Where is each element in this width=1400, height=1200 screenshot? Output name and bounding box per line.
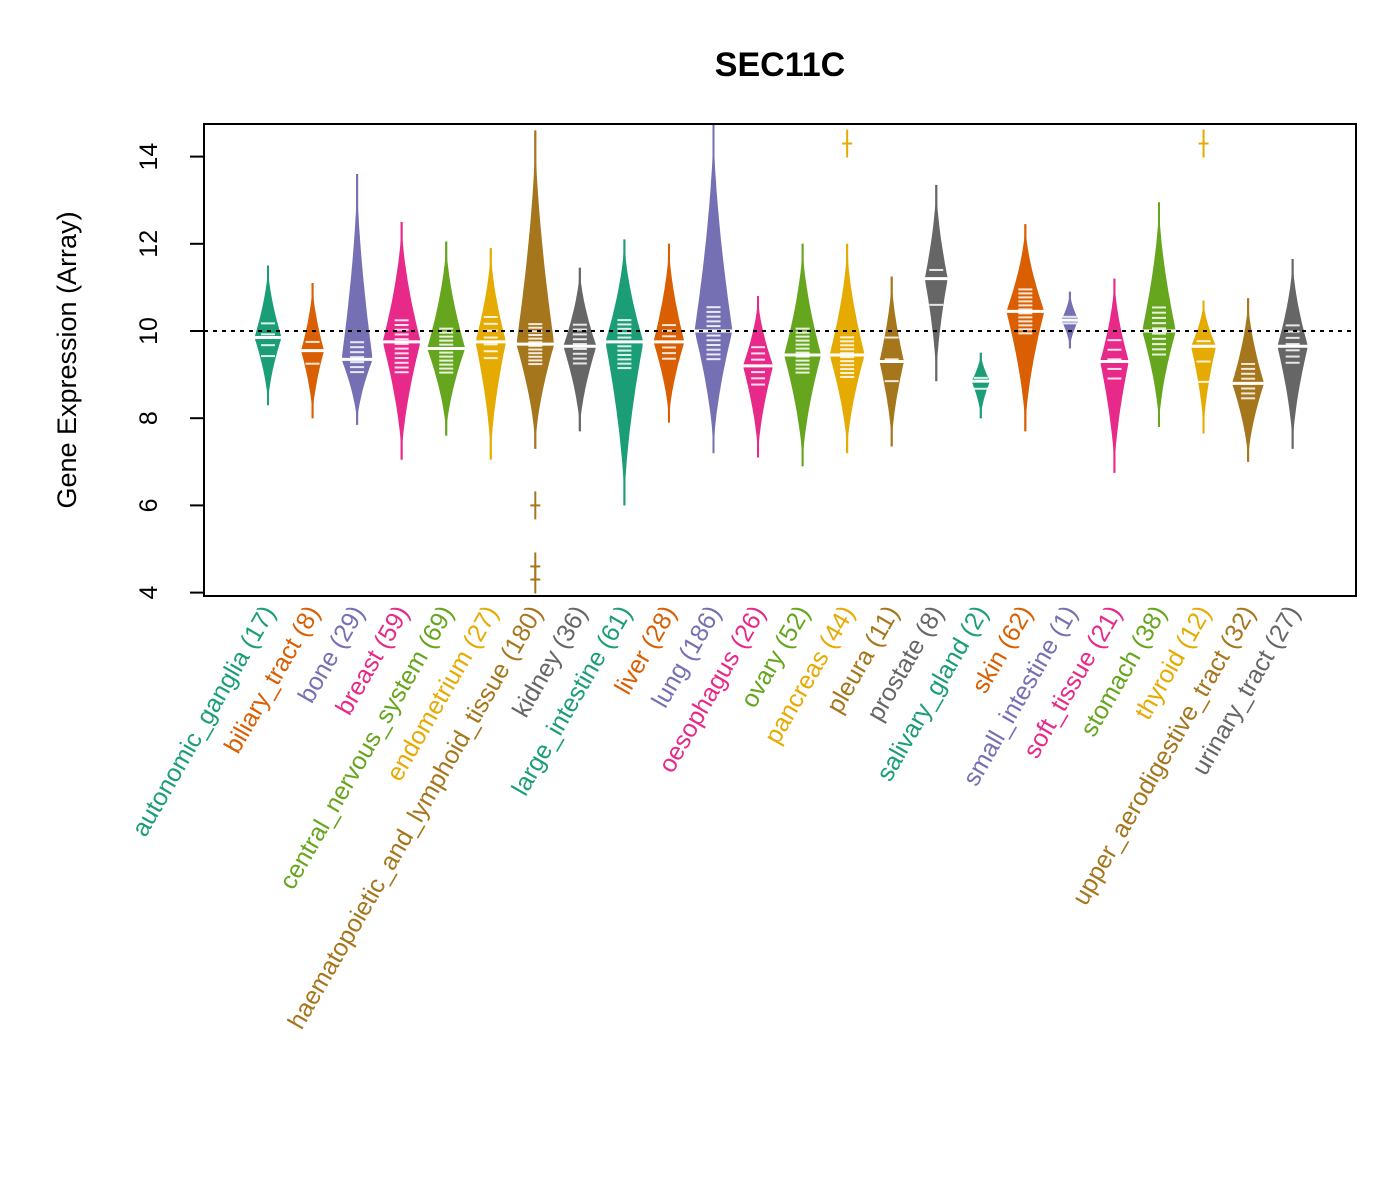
plot-frame (203, 123, 1357, 597)
y-tick-label: 14 (135, 143, 163, 171)
violin-body (342, 174, 373, 425)
violin-body (694, 123, 733, 454)
violin-body (1277, 259, 1308, 449)
violin-stomach (1142, 202, 1176, 427)
violin-autonomic-ganglia (254, 265, 282, 406)
violin-thyroid (1191, 129, 1217, 434)
violin-body (475, 248, 506, 460)
violin-biliary-tract (301, 283, 325, 419)
chart-title: SEC11C (715, 46, 845, 84)
y-axis-label: Gene Expression (Array) (52, 211, 82, 508)
violin-bone (341, 174, 373, 425)
violin-body (516, 130, 554, 449)
violin-haematopoietic-and-lymphoid-tissue (516, 130, 555, 594)
y-tick-label: 12 (135, 230, 163, 258)
violin-body (971, 352, 990, 419)
violin-body (606, 239, 643, 506)
violins-group (254, 123, 1308, 594)
violin-oesophagus (742, 296, 774, 458)
violin-skin (1006, 224, 1045, 432)
y-tick-label: 8 (135, 411, 163, 425)
violin-small-intestine (1061, 291, 1079, 349)
violin-breast (382, 222, 421, 460)
violin-soft-tissue (1100, 278, 1129, 473)
violin-liver (653, 243, 685, 423)
violin-upper-aerodigestive-tract (1232, 298, 1265, 462)
violin-urinary-tract (1277, 259, 1308, 449)
violin-pancreas (829, 129, 865, 454)
violin-body (254, 265, 282, 406)
violin-body (1142, 202, 1176, 427)
violin-body (924, 184, 948, 382)
violin-body (427, 241, 466, 436)
violin-body (653, 243, 685, 423)
violin-body (743, 296, 773, 458)
y-tick-label: 10 (135, 317, 163, 345)
violin-ovary (784, 243, 822, 467)
violin-kidney (563, 267, 597, 432)
violin-endometrium (475, 248, 507, 460)
y-axis: 4 6 8 10 12 14 (135, 143, 205, 600)
violin-body (1191, 300, 1216, 434)
x-axis-labels: autonomic_ganglia (17)biliary_tract (8)b… (126, 601, 1306, 1034)
violin-salivary-gland (971, 352, 991, 419)
violin-pleura (879, 276, 905, 447)
violin-body (1100, 278, 1129, 473)
violin-body (1232, 298, 1264, 462)
violin-prostate (924, 184, 948, 382)
violin-lung (694, 123, 733, 454)
violin-body (1006, 224, 1045, 432)
y-tick-label: 4 (135, 586, 163, 600)
violin-central-nervous-system (427, 241, 466, 436)
y-tick-label: 6 (135, 498, 163, 512)
violin-large-intestine (605, 239, 644, 506)
